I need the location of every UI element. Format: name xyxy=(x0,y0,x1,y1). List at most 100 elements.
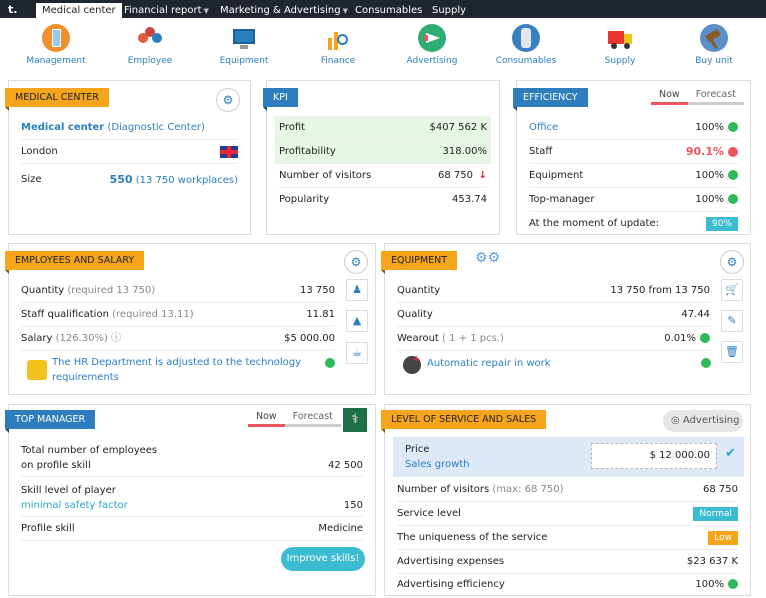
info-icon[interactable]: ⓘ xyxy=(111,333,122,344)
eff-equipment-label: Equipment xyxy=(529,170,584,181)
tab-forecast[interactable]: Forecast xyxy=(687,87,744,105)
eff-office-value: 100% xyxy=(695,122,724,133)
eff-staff-row: Staff 90.1% xyxy=(529,140,738,164)
tm-total-label-1: Total number of employees xyxy=(21,445,158,456)
eff-update-row: At the moment of update: 90% xyxy=(529,212,738,236)
equipment-title: EQUIPMENT xyxy=(381,251,458,274)
svc-visitors-value: 68 750 xyxy=(703,484,738,495)
gear-icon[interactable]: ⚙ xyxy=(344,250,368,274)
medical-center-panel: MEDICAL CENTER ⚙ Medical center (Diagnos… xyxy=(5,80,251,235)
coffee-cup-icon[interactable]: ☕ xyxy=(346,342,368,364)
gavel-icon xyxy=(700,24,728,52)
advertising-label: Advertising xyxy=(406,56,458,66)
emp-salary-label: Salary xyxy=(21,333,53,344)
checkmark-icon[interactable]: ✔ xyxy=(725,446,736,461)
sales-growth-link[interactable]: Sales growth xyxy=(405,459,470,470)
cart-icon[interactable]: 🛒 xyxy=(721,279,743,301)
consumables-link[interactable]: Consumables xyxy=(486,24,566,66)
gear-icon[interactable]: ⚙ xyxy=(720,250,744,274)
tab-medical-center[interactable]: Medical center xyxy=(36,3,122,18)
building-icon xyxy=(42,24,70,52)
tab-marketing[interactable]: Marketing & Advertising ▼ xyxy=(220,3,348,18)
advertising-button[interactable]: ◎ Advertising xyxy=(663,410,743,432)
price-input[interactable]: $ 12 000.00 xyxy=(591,443,717,469)
tm-skill-value: 150 xyxy=(343,500,363,511)
medical-name-link[interactable]: Medical center xyxy=(21,122,105,133)
medical-size-extra: (13 750 workplaces) xyxy=(135,175,238,186)
eff-staff-label: Staff xyxy=(529,146,553,157)
emp-qual-value: 11.81 xyxy=(306,309,335,320)
tm-profile-label: Profile skill xyxy=(21,523,75,534)
improve-skills-button[interactable]: Improve skills! xyxy=(281,547,365,571)
emp-qual-row: Staff qualification (required 13.11) 11.8… xyxy=(21,303,335,327)
medical-size-label: Size xyxy=(21,174,42,185)
buy-unit-link[interactable]: Buy unit xyxy=(674,24,754,66)
svc-visitors-row: Number of visitors (max: 68 750) 68 750 xyxy=(397,478,738,502)
eff-staff-value: 90.1% xyxy=(685,145,724,158)
eq-wear-extra: ( 1 + 1 pcs.) xyxy=(442,333,504,344)
medical-size-row: Size 550 (13 750 workplaces) xyxy=(21,168,238,192)
medical-city: London xyxy=(21,146,58,157)
eff-topmanager-label: Top-manager xyxy=(529,194,595,205)
tab-supply[interactable]: Supply xyxy=(432,5,467,16)
emp-qual-req: (required 13.11) xyxy=(112,309,194,320)
megaphone-icon xyxy=(418,24,446,52)
eq-qual-label: Quality xyxy=(397,309,433,320)
management-link[interactable]: Management xyxy=(16,24,96,66)
svc-unique-row: The uniqueness of the service Low xyxy=(397,526,738,550)
price-label: Price xyxy=(405,444,430,455)
eff-equipment-row: Equipment 100% xyxy=(529,164,738,188)
employees-title: EMPLOYEES AND SALARY xyxy=(5,251,145,274)
canister-icon xyxy=(512,24,540,52)
eff-update-label: At the moment of update: xyxy=(529,218,659,229)
tab-now[interactable]: Now xyxy=(651,87,688,105)
trash-icon[interactable]: 🗑 xyxy=(721,341,743,363)
finance-link[interactable]: Finance xyxy=(298,24,378,66)
tm-skill-sub: minimal safety factor xyxy=(21,500,128,511)
emp-qty-label: Quantity xyxy=(21,285,65,296)
supply-label: Supply xyxy=(604,56,636,66)
hr-text-2[interactable]: requirements xyxy=(52,372,119,383)
kpi-visitors-value: 68 750 xyxy=(438,170,473,181)
section-icon-bar: Management Employee Equipment Finance Ad… xyxy=(0,20,766,72)
eq-qty-value: 13 750 from 13 750 xyxy=(610,285,710,296)
status-ok-icon xyxy=(728,579,738,589)
hr-message: The HR Department is adjusted to the tec… xyxy=(52,355,302,385)
graduation-cap-icon[interactable]: ▲ xyxy=(346,310,368,332)
eff-office-row: Office 100% xyxy=(529,116,738,140)
tab-now[interactable]: Now xyxy=(248,409,285,427)
top-manager-panel: TOP MANAGER Now Forecast ⚕ Total number o… xyxy=(5,404,376,596)
kpi-profitability-row: Profitability 318.00% xyxy=(275,140,491,164)
advertising-button-label: Advertising xyxy=(682,415,740,426)
equipment-link[interactable]: Equipment xyxy=(204,24,284,66)
chevron-down-icon: ▼ xyxy=(203,7,209,15)
wrench-icon[interactable]: ✎ xyxy=(721,310,743,332)
svc-adeff-value: 100% xyxy=(695,579,724,590)
hr-text-1[interactable]: The HR Department is adjusted to the tec… xyxy=(52,357,302,368)
employees-group-icon[interactable]: ♟ xyxy=(346,279,368,301)
medical-center-title: MEDICAL CENTER xyxy=(5,88,109,111)
employee-link[interactable]: Employee xyxy=(110,24,190,66)
eff-office-label[interactable]: Office xyxy=(529,122,559,133)
status-ok-icon xyxy=(728,122,738,132)
svc-adexp-row: Advertising expenses $23 637 K xyxy=(397,550,738,574)
employees-icon xyxy=(136,24,164,52)
advertising-link[interactable]: Advertising xyxy=(392,24,472,66)
tm-total-row: Total number of employees on profile skil… xyxy=(21,439,363,477)
eq-wear-label: Wearout xyxy=(397,333,439,344)
tab-forecast[interactable]: Forecast xyxy=(284,409,341,427)
supply-link[interactable]: Supply xyxy=(580,24,660,66)
gear-icon[interactable]: ⚙ xyxy=(216,88,240,112)
eff-equipment-value: 100% xyxy=(695,170,724,181)
kpi-popularity-label: Popularity xyxy=(279,194,330,205)
medical-city-row: London xyxy=(21,140,238,164)
arrow-down-icon: ↓ xyxy=(478,170,487,181)
tab-consumables[interactable]: Consumables xyxy=(355,5,423,16)
tab-financial-report[interactable]: Financial report ▼ xyxy=(124,3,209,18)
uk-flag-icon xyxy=(220,146,238,158)
eq-repair-text[interactable]: Automatic repair in work xyxy=(427,358,551,369)
app-logo[interactable]: t. xyxy=(8,3,18,16)
svc-adexp-label: Advertising expenses xyxy=(397,556,505,567)
svc-visitors-max: (max: 68 750) xyxy=(492,484,564,495)
eq-wear-value: 0.01% xyxy=(664,333,696,344)
